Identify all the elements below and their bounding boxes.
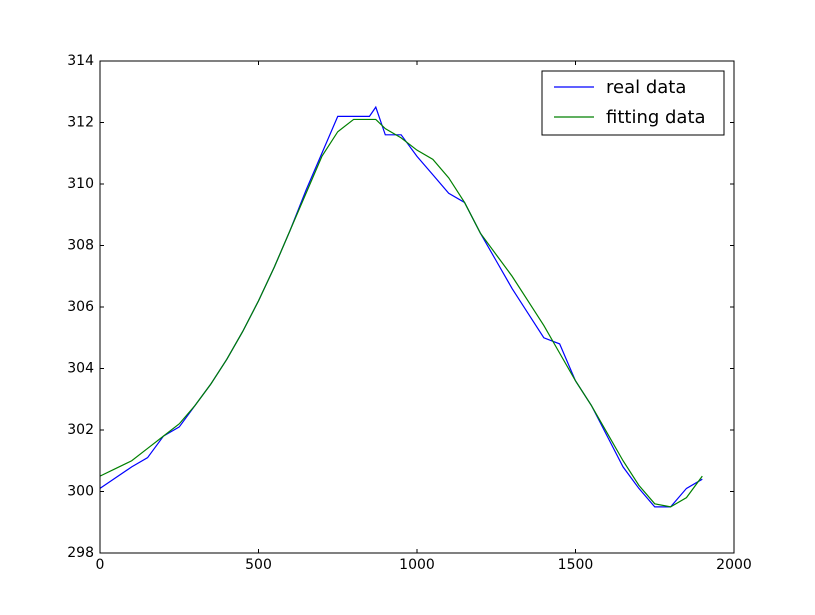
legend: real data fitting data [541,70,725,136]
y-tick-label: 308 [67,238,94,254]
y-tick-label: 312 [67,115,94,131]
legend-label: real data [606,77,686,98]
x-tick-label: 1000 [399,557,435,573]
data-line [99,118,703,508]
y-tick-label: 310 [67,176,94,192]
y-tick-label: 304 [67,361,94,377]
y-tick-label: 314 [67,53,94,69]
y-tick-label: 298 [67,545,94,561]
x-tick-label: 1500 [558,557,594,573]
legend-label: fitting data [606,107,706,128]
y-tick-label: 302 [67,422,94,438]
x-tick-label: 500 [245,557,272,573]
y-tick-label: 306 [67,299,94,315]
y-tick-label: 300 [67,484,94,500]
legend-box [541,70,725,136]
x-tick-label: 2000 [716,557,752,573]
plot-area [100,61,734,553]
x-tick-label: 0 [96,557,105,573]
